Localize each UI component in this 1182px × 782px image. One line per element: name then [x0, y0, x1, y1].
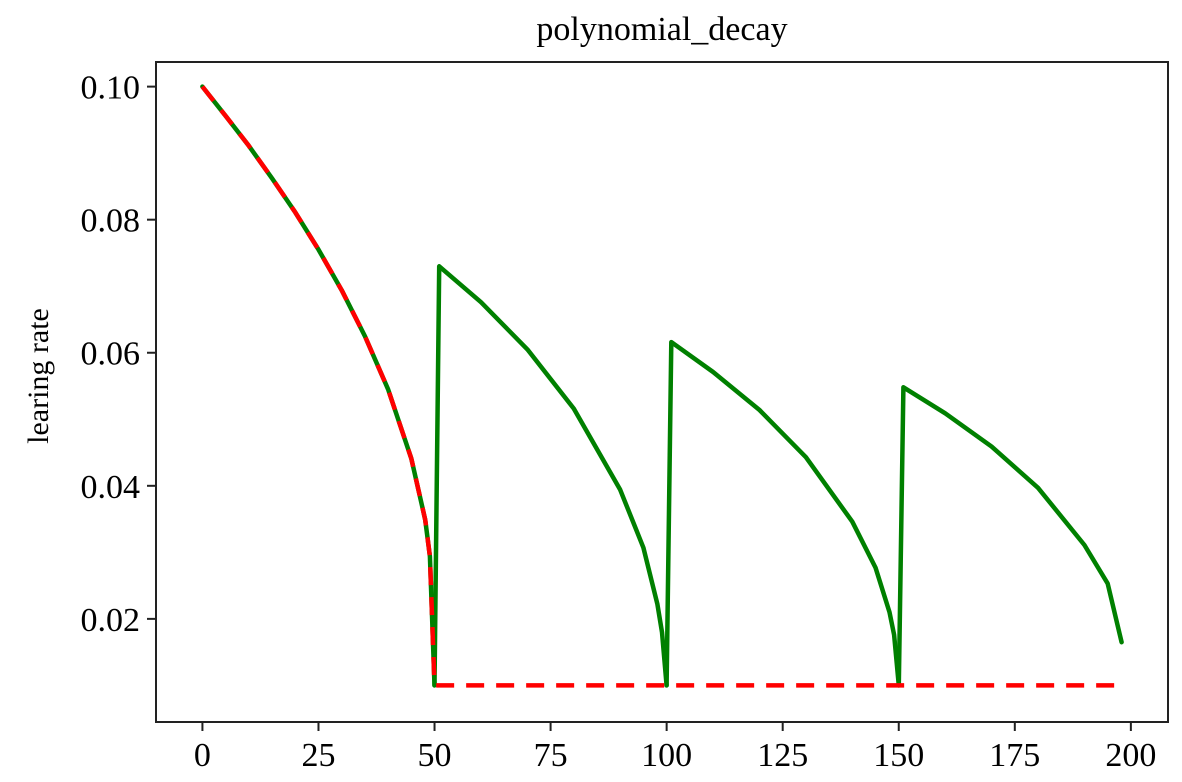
series-0-segment-1	[432, 264, 669, 688]
x-tick-label-5: 125	[757, 737, 808, 774]
y-tick-label-2: 0.06	[81, 336, 141, 373]
x-tick-label-3: 75	[534, 737, 568, 774]
x-tick-label-7: 175	[989, 737, 1040, 774]
series-1-segment-0	[200, 85, 1117, 688]
x-tick-label-4: 100	[641, 737, 692, 774]
series-0-segment-2	[664, 339, 902, 688]
x-tick-label-2: 50	[418, 737, 452, 774]
x-tick-label-6: 150	[873, 737, 924, 774]
chart-title: polynomial_decay	[536, 11, 787, 48]
x-tick-label-1: 25	[301, 737, 335, 774]
series-0-segment-3	[896, 385, 1124, 688]
y-tick-label-3: 0.08	[81, 203, 141, 240]
x-tick-label-0: 0	[194, 737, 211, 774]
y-axis: 0.02 0.04 0.06 0.08 0.10	[81, 70, 156, 639]
plot-area	[200, 84, 1124, 688]
series-0-segment-0	[200, 84, 437, 688]
plot-frame	[155, 61, 1169, 723]
x-axis: 0 25 50 75 100 125 150 175 200	[194, 722, 1156, 774]
x-tick-label-8: 200	[1105, 737, 1156, 774]
y-axis-label: learing rate	[22, 308, 55, 444]
y-tick-label-4: 0.10	[81, 70, 141, 107]
y-tick-label-1: 0.04	[81, 469, 141, 506]
y-tick-label-0: 0.02	[81, 602, 141, 639]
